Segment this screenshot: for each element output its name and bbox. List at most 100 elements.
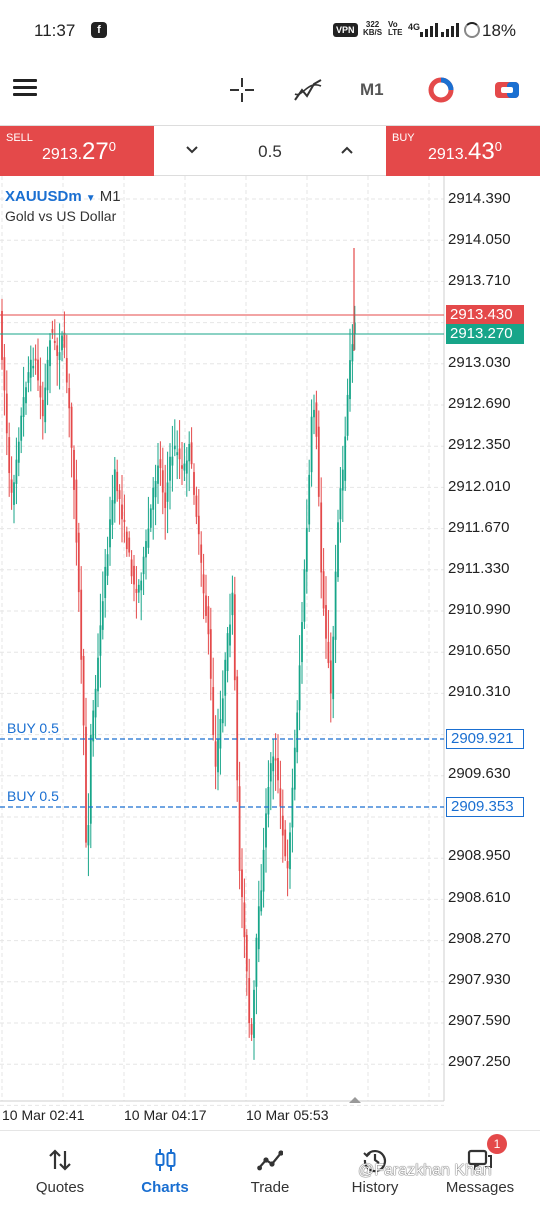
price-scale-label: 2907.590 [448, 1012, 511, 1029]
candle-body [29, 359, 32, 378]
candle-body [238, 786, 241, 871]
candle-body [241, 869, 243, 898]
order-line-label[interactable]: BUY 0.5 [7, 720, 59, 736]
nav-quotes[interactable]: Quotes [6, 1131, 114, 1206]
candle-body [89, 734, 92, 824]
candle-body [34, 358, 37, 361]
price-scale-label: 2913.030 [448, 354, 511, 371]
candle-body [305, 527, 308, 572]
candle-body [171, 456, 174, 466]
one-click-trade-panel: SELL 2913.270 0.5 BUY 2913.430 [0, 125, 540, 176]
chart-symbol-header[interactable]: XAUUSDm ▼ M1 [5, 188, 121, 205]
nav-charts-label: Charts [141, 1179, 189, 1196]
sell-button[interactable]: SELL 2913.270 [0, 126, 154, 176]
chart-symbol-description: Gold vs US Dollar [5, 208, 117, 224]
vpn-badge: VPN [333, 23, 358, 37]
candle-body [56, 345, 59, 356]
chart-timeframe: M1 [99, 188, 121, 205]
price-scale-label: 2911.670 [448, 519, 510, 536]
price-scale-label: 2908.610 [448, 889, 511, 906]
candle-body [130, 559, 133, 577]
sell-price: 2913.270 [42, 138, 116, 165]
nav-messages-label: Messages [445, 1179, 515, 1196]
candle-body [77, 532, 80, 593]
indicators-icon[interactable] [292, 76, 324, 104]
network-speed-unit: KB/S [363, 28, 383, 37]
candle-body [125, 531, 128, 550]
new-order-icon[interactable] [493, 76, 521, 104]
price-chart[interactable]: XAUUSDm ▼ M1 Gold vs US Dollar 2914.390 2… [0, 176, 540, 1129]
candle-body [178, 448, 181, 460]
candle-body [313, 409, 315, 418]
nav-history[interactable]: History [321, 1131, 429, 1206]
order-price-tag[interactable]: 2909.353 [446, 797, 524, 817]
candle-body [68, 388, 71, 409]
buy-price: 2913.430 [428, 138, 502, 165]
volume-decrease-icon[interactable] [183, 141, 201, 159]
candle-body [281, 815, 284, 836]
nav-trade-label: Trade [250, 1179, 290, 1196]
status-bar: 11:37 f VPN 322 KB/S Vo LTE 4G 18% [0, 0, 540, 60]
candle-body [231, 592, 234, 616]
signal-bars-icon [420, 23, 438, 37]
candle-body [73, 449, 75, 490]
candle-body [20, 415, 23, 441]
candle-body [209, 629, 212, 679]
candle-body [166, 482, 169, 502]
price-scale-label: 2913.710 [448, 272, 511, 289]
time-scale-label: 10 Mar 02:41 [2, 1107, 85, 1123]
price-scale-label: 2912.690 [448, 395, 511, 412]
candle-body [284, 829, 287, 857]
candle-body [226, 633, 229, 672]
crosshair-icon[interactable] [228, 76, 256, 104]
timeframe-button[interactable]: M1 [360, 80, 384, 99]
candle-body [303, 569, 306, 622]
volte-bottom: LTE [388, 28, 403, 37]
network-type: 4G [408, 22, 421, 32]
candle-body [135, 588, 138, 593]
candle-body [82, 655, 85, 726]
candle-body [308, 474, 311, 525]
candle-body [248, 978, 251, 1024]
candle-body [37, 359, 39, 381]
candle-body [39, 385, 42, 398]
candle-body [289, 832, 291, 870]
candle-body [267, 787, 270, 815]
candle-body [161, 470, 164, 493]
candle-body [214, 741, 217, 767]
order-price-tag[interactable]: 2909.921 [446, 729, 524, 749]
candle-body [106, 554, 109, 576]
candle-body [200, 544, 203, 563]
charts-candles-icon [155, 1149, 176, 1171]
candle-body [104, 566, 107, 599]
candle-body [111, 500, 114, 525]
candle-body [121, 504, 123, 520]
symbol-dropdown-icon[interactable]: ▼ [85, 193, 96, 204]
chart-shift-marker [349, 1097, 361, 1103]
menu-icon[interactable] [12, 77, 38, 99]
nav-quotes-label: Quotes [35, 1179, 85, 1196]
order-line-label[interactable]: BUY 0.5 [7, 788, 59, 804]
candle-body [44, 387, 47, 423]
candle-body [207, 606, 210, 635]
messages-chat-icon [467, 1149, 492, 1171]
nav-charts[interactable]: Charts [111, 1131, 219, 1206]
quotes-arrows-icon [49, 1149, 71, 1171]
candle-body [341, 469, 344, 491]
volume-increase-icon[interactable] [338, 141, 356, 159]
candle-body [92, 710, 95, 742]
candle-body [236, 676, 239, 781]
candle-body [46, 359, 49, 391]
one-click-trading-icon[interactable] [427, 76, 455, 104]
candle-body [85, 726, 87, 843]
candle-body [41, 399, 44, 417]
candle-body [255, 937, 258, 987]
price-scale-label: 2907.930 [448, 971, 511, 988]
volume-value[interactable]: 0.5 [258, 142, 282, 161]
nav-messages[interactable]: Messages [426, 1131, 534, 1206]
candle-body [118, 490, 121, 500]
nav-trade[interactable]: Trade [216, 1131, 324, 1206]
candle-body [147, 528, 150, 548]
buy-button[interactable]: BUY 2913.430 [386, 126, 540, 176]
signal-bars-2-icon [441, 23, 459, 37]
